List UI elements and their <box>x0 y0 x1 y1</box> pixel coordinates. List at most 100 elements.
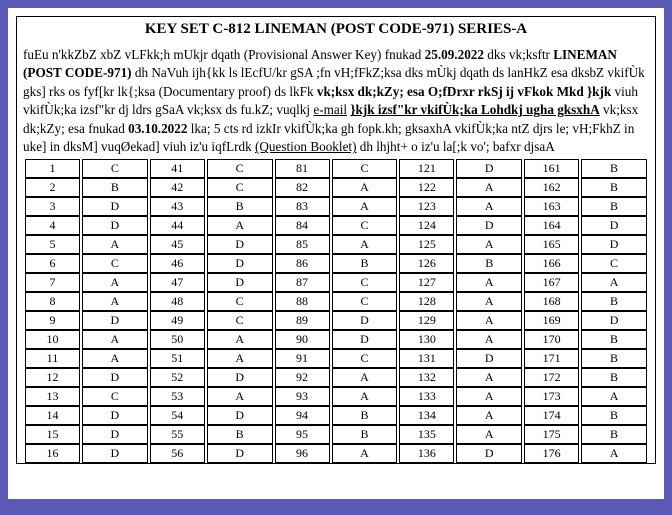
table-row: 16D56D96A136D176A <box>25 444 647 463</box>
question-number: 166 <box>524 254 579 273</box>
question-number: 41 <box>150 159 205 178</box>
answer-value: D <box>82 444 148 463</box>
question-number: 10 <box>25 330 80 349</box>
table-row: 14D54D94B134A174B <box>25 406 647 425</box>
table-row: 8A48C88C128A168B <box>25 292 647 311</box>
table-row: 1C41C81C121D161B <box>25 159 647 178</box>
answer-value: A <box>456 197 522 216</box>
answer-value: B <box>207 425 273 444</box>
table-row: 7A47D87C127A167A <box>25 273 647 292</box>
answer-value: D <box>581 216 647 235</box>
question-number: 89 <box>275 311 330 330</box>
question-number: 13 <box>25 387 80 406</box>
question-number: 2 <box>25 178 80 197</box>
question-number: 4 <box>25 216 80 235</box>
answer-value: A <box>456 425 522 444</box>
answer-value: D <box>456 349 522 368</box>
answer-value: A <box>82 235 148 254</box>
notice-text: dh lhjht+ o iz'u la[;k vo'; bafxr djsaA <box>360 139 555 154</box>
question-number: 133 <box>399 387 454 406</box>
question-number: 127 <box>399 273 454 292</box>
question-number: 16 <box>25 444 80 463</box>
table-row: 13C53A93A133A173A <box>25 387 647 406</box>
question-number: 121 <box>399 159 454 178</box>
answer-value: B <box>581 349 647 368</box>
answer-value: C <box>82 254 148 273</box>
question-number: 173 <box>524 387 579 406</box>
question-number: 94 <box>275 406 330 425</box>
question-number: 132 <box>399 368 454 387</box>
answer-value: D <box>82 406 148 425</box>
question-number: 14 <box>25 406 80 425</box>
answer-value: D <box>207 368 273 387</box>
question-number: 175 <box>524 425 579 444</box>
answer-value: D <box>207 235 273 254</box>
answer-value: A <box>456 311 522 330</box>
question-number: 130 <box>399 330 454 349</box>
question-number: 46 <box>150 254 205 273</box>
answer-value: A <box>82 330 148 349</box>
question-number: 54 <box>150 406 205 425</box>
notice-date: 25.09.2022 <box>425 47 484 62</box>
answer-value: B <box>581 330 647 349</box>
answer-value: D <box>82 368 148 387</box>
question-number: 85 <box>275 235 330 254</box>
question-number: 82 <box>275 178 330 197</box>
answer-value: A <box>207 330 273 349</box>
question-number: 90 <box>275 330 330 349</box>
answer-value: C <box>207 311 273 330</box>
question-number: 12 <box>25 368 80 387</box>
answer-value: B <box>456 254 522 273</box>
answer-value: D <box>456 159 522 178</box>
question-number: 122 <box>399 178 454 197</box>
question-number: 9 <box>25 311 80 330</box>
question-number: 87 <box>275 273 330 292</box>
answer-value: A <box>332 444 398 463</box>
question-number: 50 <box>150 330 205 349</box>
question-number: 11 <box>25 349 80 368</box>
answer-value: D <box>82 216 148 235</box>
question-number: 123 <box>399 197 454 216</box>
question-number: 129 <box>399 311 454 330</box>
question-number: 134 <box>399 406 454 425</box>
answer-value: A <box>456 368 522 387</box>
question-number: 126 <box>399 254 454 273</box>
question-number: 81 <box>275 159 330 178</box>
answer-value: C <box>332 159 398 178</box>
question-number: 172 <box>524 368 579 387</box>
notice-text: fnukad <box>385 47 422 62</box>
question-number: 168 <box>524 292 579 311</box>
table-row: 2B42C82A122A162B <box>25 178 647 197</box>
title: KEY SET C-812 LINEMAN (POST CODE-971) SE… <box>17 17 655 44</box>
answer-value: D <box>581 311 647 330</box>
question-number: 96 <box>275 444 330 463</box>
question-number: 8 <box>25 292 80 311</box>
question-number: 7 <box>25 273 80 292</box>
answer-value: D <box>332 330 398 349</box>
question-number: 164 <box>524 216 579 235</box>
answer-value: C <box>207 159 273 178</box>
answer-value: A <box>456 178 522 197</box>
question-number: 86 <box>275 254 330 273</box>
question-number: 162 <box>524 178 579 197</box>
question-number: 55 <box>150 425 205 444</box>
question-number: 44 <box>150 216 205 235</box>
notice-email: e-mail <box>313 102 347 117</box>
answer-value: A <box>581 273 647 292</box>
answer-value: D <box>207 273 273 292</box>
answer-value: B <box>332 406 398 425</box>
answer-value: D <box>207 406 273 425</box>
answer-value: D <box>82 197 148 216</box>
answer-value: B <box>581 425 647 444</box>
question-number: 3 <box>25 197 80 216</box>
table-row: 6C46D86B126B166C <box>25 254 647 273</box>
question-number: 42 <box>150 178 205 197</box>
question-number: 125 <box>399 235 454 254</box>
answer-value: D <box>456 216 522 235</box>
question-number: 43 <box>150 197 205 216</box>
answer-value: A <box>82 349 148 368</box>
question-number: 170 <box>524 330 579 349</box>
answer-value: B <box>581 159 647 178</box>
question-number: 163 <box>524 197 579 216</box>
answer-value: C <box>581 254 647 273</box>
